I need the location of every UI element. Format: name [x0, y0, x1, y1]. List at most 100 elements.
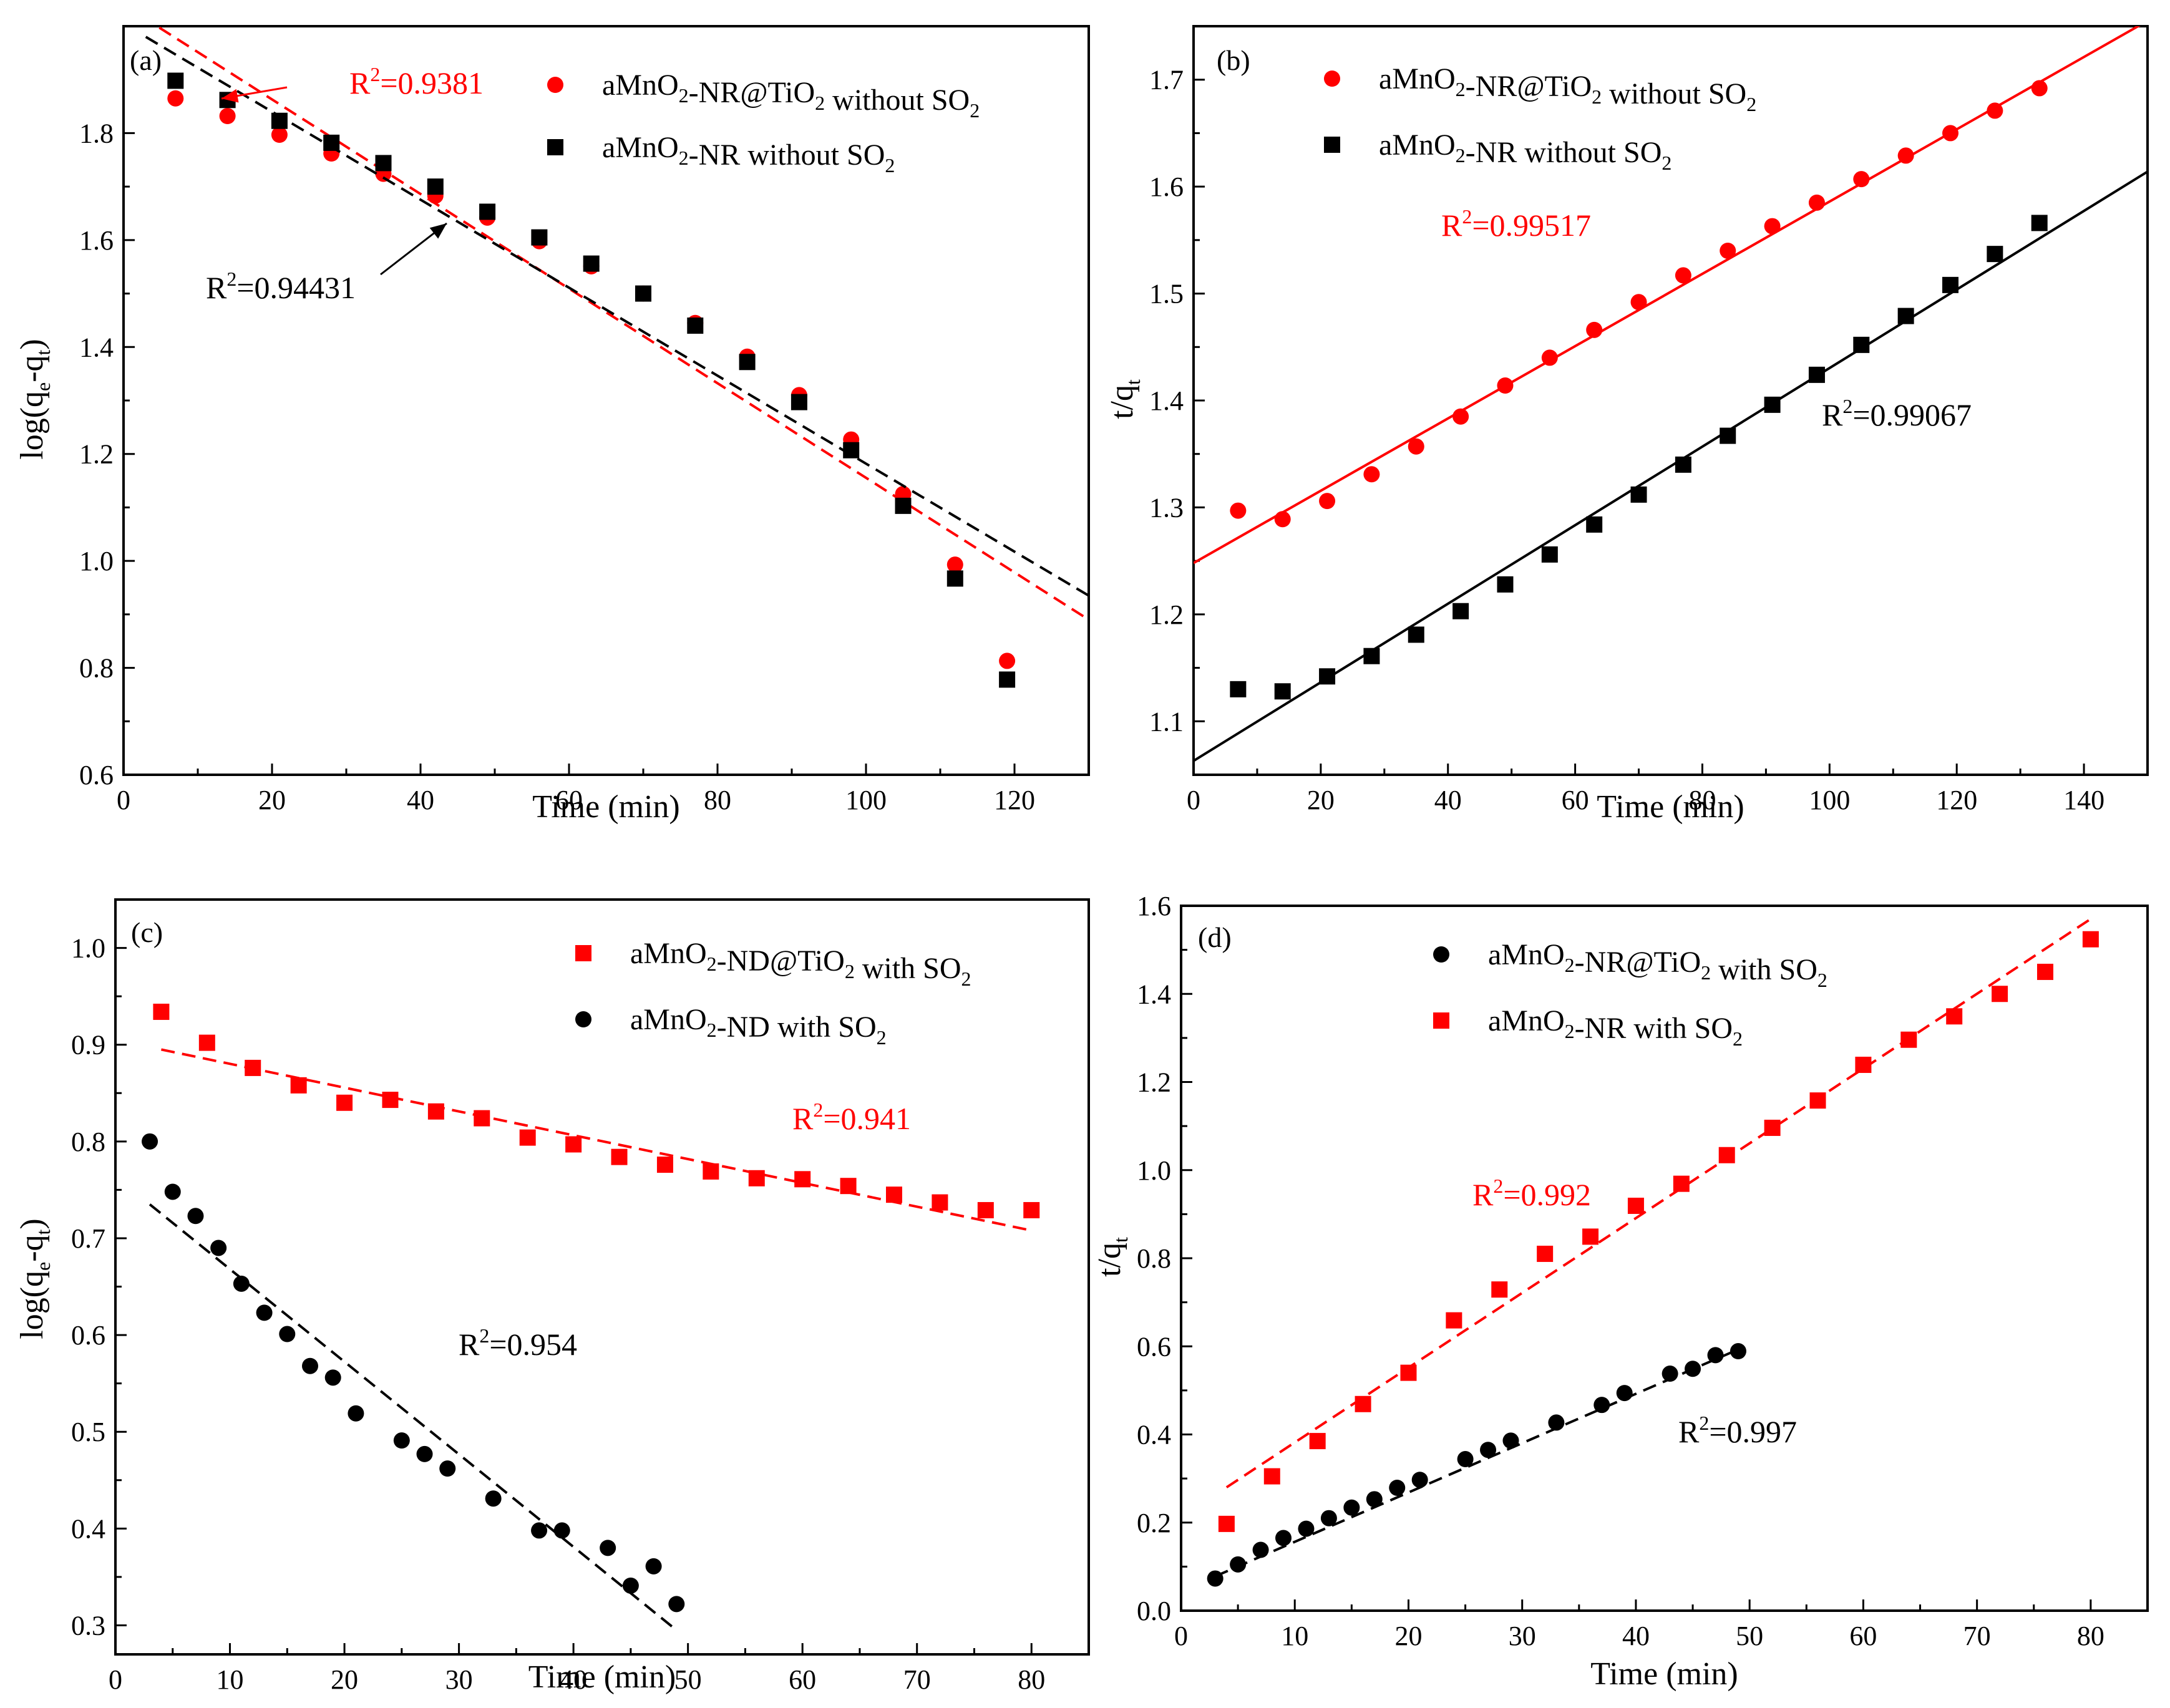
- data-point: [1593, 1397, 1610, 1414]
- r-squared-annotation: R2=0.99067: [1822, 395, 1972, 432]
- data-point: [1343, 1499, 1360, 1516]
- data-point: [1319, 493, 1336, 510]
- data-point: [164, 1183, 181, 1200]
- data-point: [1275, 1530, 1292, 1546]
- data-point: [1764, 1119, 1781, 1136]
- x-axis-title: Time (min): [528, 1659, 676, 1695]
- data-point: [416, 1445, 433, 1462]
- data-point: [2031, 80, 2048, 97]
- r-squared-annotation: R2=0.94431: [206, 268, 356, 305]
- r-squared-annotation: R2=0.9381: [349, 63, 484, 100]
- y-tick-label: 1.0: [1137, 1155, 1171, 1186]
- data-point: [791, 394, 807, 410]
- data-point: [256, 1304, 273, 1321]
- data-point: [290, 1077, 307, 1094]
- y-tick-label: 1.3: [1149, 492, 1184, 523]
- legend-label: aMnO2-NR@TiO2 with SO2: [1488, 938, 1827, 991]
- y-tick-label: 1.0: [71, 933, 105, 964]
- y-axis-title: t/qt: [1092, 1237, 1132, 1277]
- data-point: [1320, 1510, 1337, 1526]
- x-axis-title: Time (min): [1590, 1656, 1738, 1692]
- data-point: [1497, 377, 1514, 394]
- panel-label: (b): [1217, 44, 1250, 76]
- data-point: [1452, 408, 1469, 425]
- data-point: [233, 1275, 250, 1292]
- data-point: [153, 1003, 170, 1020]
- x-tick-label: 40: [1434, 785, 1462, 815]
- data-point: [393, 1432, 410, 1449]
- data-point: [1023, 1201, 1040, 1218]
- data-point: [1853, 171, 1870, 188]
- fit-line: [161, 1048, 1032, 1232]
- data-point: [1548, 1414, 1565, 1431]
- data-point: [279, 1326, 296, 1342]
- data-point: [1541, 546, 1558, 563]
- fit-line: [1214, 1348, 1739, 1578]
- legend-marker: [1433, 1012, 1449, 1029]
- data-point: [1230, 1556, 1247, 1573]
- y-tick-label: 1.8: [79, 118, 114, 148]
- data-point: [1263, 1468, 1280, 1485]
- data-point: [167, 72, 184, 89]
- x-tick-label: 0: [109, 1664, 122, 1695]
- data-point: [1946, 1008, 1963, 1025]
- data-point: [1855, 1056, 1872, 1073]
- x-tick-label: 80: [1018, 1664, 1045, 1695]
- y-tick-label: 1.4: [1137, 979, 1171, 1009]
- data-point: [656, 1157, 673, 1173]
- legend-marker: [575, 1011, 591, 1027]
- data-point: [1586, 516, 1603, 533]
- data-point: [1408, 626, 1424, 643]
- data-point: [271, 112, 288, 129]
- data-point: [840, 1178, 857, 1195]
- x-tick-label: 60: [1562, 785, 1589, 815]
- y-tick-label: 0.7: [71, 1223, 105, 1254]
- data-point: [1218, 1515, 1235, 1532]
- legend-label: aMnO2-NR@TiO2 without SO2: [602, 69, 980, 122]
- y-axis-title: t/qt: [1104, 379, 1144, 419]
- x-tick-label: 40: [1622, 1621, 1650, 1651]
- data-point: [1627, 1197, 1644, 1214]
- data-point: [245, 1059, 261, 1076]
- data-point: [1537, 1245, 1554, 1262]
- legend-label: aMnO2-ND@TiO2 with SO2: [630, 937, 971, 990]
- y-tick-label: 1.6: [1137, 891, 1171, 921]
- data-point: [1411, 1472, 1428, 1488]
- x-tick-label: 80: [2077, 1621, 2104, 1651]
- data-point: [427, 1103, 444, 1120]
- data-point: [583, 255, 600, 272]
- x-tick-label: 10: [1281, 1621, 1308, 1651]
- data-point: [886, 1186, 902, 1203]
- data-point: [1408, 438, 1424, 455]
- x-tick-label: 70: [1963, 1621, 1991, 1651]
- data-point: [1853, 336, 1870, 353]
- data-point: [1720, 427, 1736, 444]
- data-point: [895, 497, 912, 514]
- y-tick-label: 1.4: [1149, 386, 1184, 416]
- data-point: [600, 1540, 616, 1556]
- data-point: [187, 1208, 204, 1225]
- legend-label: aMnO2-ND with SO2: [630, 1003, 887, 1049]
- x-tick-label: 100: [845, 785, 887, 815]
- x-tick-label: 100: [1809, 785, 1850, 815]
- data-point: [1808, 366, 1825, 383]
- data-point: [1363, 648, 1380, 664]
- legend-marker: [547, 77, 563, 93]
- data-point: [1502, 1432, 1519, 1449]
- data-point: [1230, 502, 1247, 519]
- x-tick-label: 30: [445, 1664, 473, 1695]
- data-point: [843, 442, 860, 459]
- data-point: [622, 1577, 639, 1594]
- data-point: [1480, 1442, 1497, 1458]
- data-point: [1274, 683, 1291, 700]
- data-point: [167, 90, 184, 107]
- x-tick-label: 60: [789, 1664, 816, 1695]
- data-point: [1987, 246, 2003, 263]
- y-tick-label: 0.8: [79, 653, 114, 684]
- x-tick-label: 140: [2063, 785, 2104, 815]
- data-point: [1942, 125, 1959, 142]
- data-point: [324, 1369, 341, 1386]
- data-point: [219, 108, 236, 124]
- y-tick-label: 1.6: [1149, 172, 1184, 202]
